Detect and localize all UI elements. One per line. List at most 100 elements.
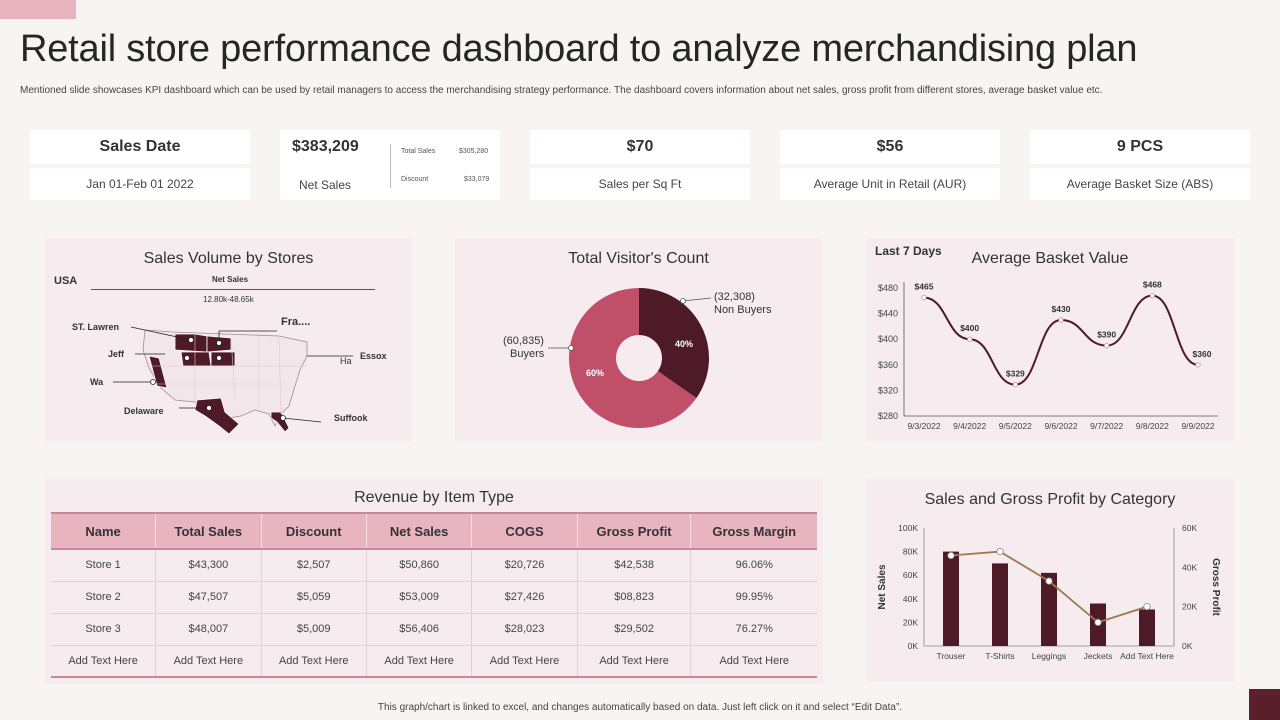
basket-line-chart: $280 $320 $360 $400 $440 $480 9/3/2022 9/4/2022… (878, 280, 1218, 431)
donut-slice-buyers (569, 288, 697, 428)
table-cell: $48,007 (155, 613, 262, 646)
map-legend-title: Net Sales (212, 275, 249, 284)
kpi-total-sales-value: $305,280 (459, 148, 489, 155)
map-label-suffook: Suffook (334, 413, 368, 423)
gross-profit-point (1094, 618, 1102, 626)
table-cell: $5,059 (261, 581, 367, 614)
visitor-title: Total Visitor's Count (568, 250, 709, 267)
table-cell: Add Text Here (261, 645, 367, 678)
kpi-abs-label: Average Basket Size (ABS) (1030, 168, 1250, 200)
map-state-montana (174, 333, 208, 353)
y-tick-label: $280 (878, 411, 898, 421)
basket-panel: Last 7 Days Average Basket Value $280 $32… (866, 238, 1234, 441)
kpi-total-sales-label: Total Sales (401, 148, 436, 155)
kpi-net-sales: $383,209 Net Sales Total Sales $305,280 … (280, 130, 500, 200)
table-cell: Add Text Here (471, 645, 578, 678)
y2-tick-label: 0K (1182, 641, 1193, 651)
map-label-st-lawren: ST. Lawren (72, 322, 120, 332)
table-cell: $47,507 (155, 581, 262, 614)
basket-data-label: $329 (1006, 369, 1025, 379)
y-tick-label: 100K (898, 523, 918, 533)
basket-data-label: $430 (1052, 304, 1071, 314)
net-sales-bar (943, 551, 959, 646)
y2-tick-label: 40K (1182, 562, 1197, 572)
x-tick-label: Add Text Here (1120, 651, 1174, 661)
buyers-label: Buyers (510, 348, 545, 360)
table-cell: $08,823 (577, 581, 692, 614)
basket-point (921, 294, 927, 301)
y-tick-label: 80K (903, 547, 918, 557)
table-cell: 96.06% (690, 549, 817, 582)
y-tick-label: $360 (878, 360, 898, 370)
y2-axis-label: Gross Profit (1210, 558, 1221, 616)
kpi-abs-value: 9 PCS (1030, 130, 1250, 164)
table-cell: $53,009 (366, 581, 473, 614)
table-cell: Store 3 (51, 613, 157, 646)
gross-profit-point (996, 548, 1004, 556)
non-buyers-pct: 40% (675, 339, 694, 349)
table-row: Store 2 $47,507 $5,059 $53,009 $27,426 $08,82… (51, 581, 817, 614)
donut-group (569, 288, 709, 428)
map-label-wa: Wa (90, 377, 104, 387)
kpi-divider (390, 144, 391, 188)
x-tick-label: 9/9/2022 (1181, 421, 1214, 431)
x-tick-label: 9/5/2022 (999, 421, 1032, 431)
basket-title: Average Basket Value (971, 250, 1129, 267)
kpi-sales-sqft: $70 Sales per Sq Ft (530, 130, 750, 200)
table-header-cell: Total Sales (155, 512, 262, 550)
y-tick-label: $320 (878, 385, 898, 395)
y-tick-label: $480 (878, 283, 898, 293)
y-tick-label: 20K (903, 617, 918, 627)
table-cell: $56,406 (366, 613, 473, 646)
revenue-table-body: Store 1 $43,300 $2,507 $50,860 $20,726 $42,53… (51, 549, 817, 678)
sales-volume-title: Sales Volume by Stores (143, 250, 314, 267)
map-legend-bar (91, 289, 375, 290)
usa-map (113, 326, 353, 435)
sales-profit-combo-chart: 0K 20K 40K 60K 80K 100K 0K 20K 40K 60K Net Sales Gr… (877, 523, 1221, 661)
kpi-sales-sqft-value: $70 (530, 130, 750, 164)
basket-point (1195, 362, 1201, 368)
footer-note: This graph/chart is linked to excel, and… (377, 702, 903, 713)
kpi-sales-sqft-label: Sales per Sq Ft (530, 168, 750, 200)
kpi-discount-label: Discount (401, 176, 429, 183)
basket-data-label: $360 (1193, 349, 1212, 359)
map-label-essox: Essox (360, 351, 387, 361)
kpi-aur: $56 Average Unit in Retail (AUR) (780, 130, 1000, 200)
revenue-table: Name Total Sales Discount Net Sales COGS Gros… (51, 512, 817, 678)
table-row: Store 3 $48,007 $5,009 $56,406 $28,023 $29,50… (51, 613, 817, 646)
y2-tick-label: 20K (1182, 602, 1197, 612)
table-row: Store 1 $43,300 $2,507 $50,860 $20,726 $42,53… (51, 549, 817, 582)
table-header-cell: COGS (471, 512, 578, 550)
map-state-nebraska (210, 351, 236, 367)
table-cell: $43,300 (155, 549, 262, 582)
table-cell: $50,860 (366, 549, 473, 582)
basket-point (1149, 293, 1155, 299)
kpi-discount-value: $33,079 (464, 176, 490, 183)
sales-profit-title: Sales and Gross Profit by Category (924, 491, 1176, 508)
map-label-jeff: Jeff (108, 349, 125, 359)
map-label-ha: Ha (340, 356, 352, 366)
buyers-pct: 60% (586, 368, 605, 378)
map-label-fra: Fra.... (281, 316, 311, 328)
map-state-borders (145, 334, 307, 415)
table-cell: Add Text Here (577, 645, 692, 678)
page-title: Retail store performance dashboard to an… (20, 28, 1138, 70)
table-cell: Store 1 (51, 549, 157, 582)
basket-point (1012, 382, 1018, 388)
table-header-cell: Name (51, 512, 157, 550)
table-cell: $42,538 (577, 549, 692, 582)
basket-tag: Last 7 Days (875, 244, 942, 258)
sales-volume-panel: Sales Volume by Stores USA Net Sales 12.… (45, 238, 412, 441)
y-tick-label: 60K (903, 570, 918, 580)
table-cell: Add Text Here (366, 645, 473, 678)
y2-tick-label: 60K (1182, 523, 1197, 533)
map-state-california (148, 355, 168, 389)
table-header-cell: Gross Margin (690, 512, 817, 550)
gross-profit-point (1045, 577, 1053, 585)
x-tick-label: T-Shirts (985, 651, 1014, 661)
table-cell: Add Text Here (51, 645, 157, 678)
kpi-aur-label: Average Unit in Retail (AUR) (780, 168, 1000, 200)
basket-data-label: $465 (915, 282, 934, 292)
x-tick-label: Jeckets (1084, 651, 1113, 661)
table-cell: $28,023 (471, 613, 578, 646)
